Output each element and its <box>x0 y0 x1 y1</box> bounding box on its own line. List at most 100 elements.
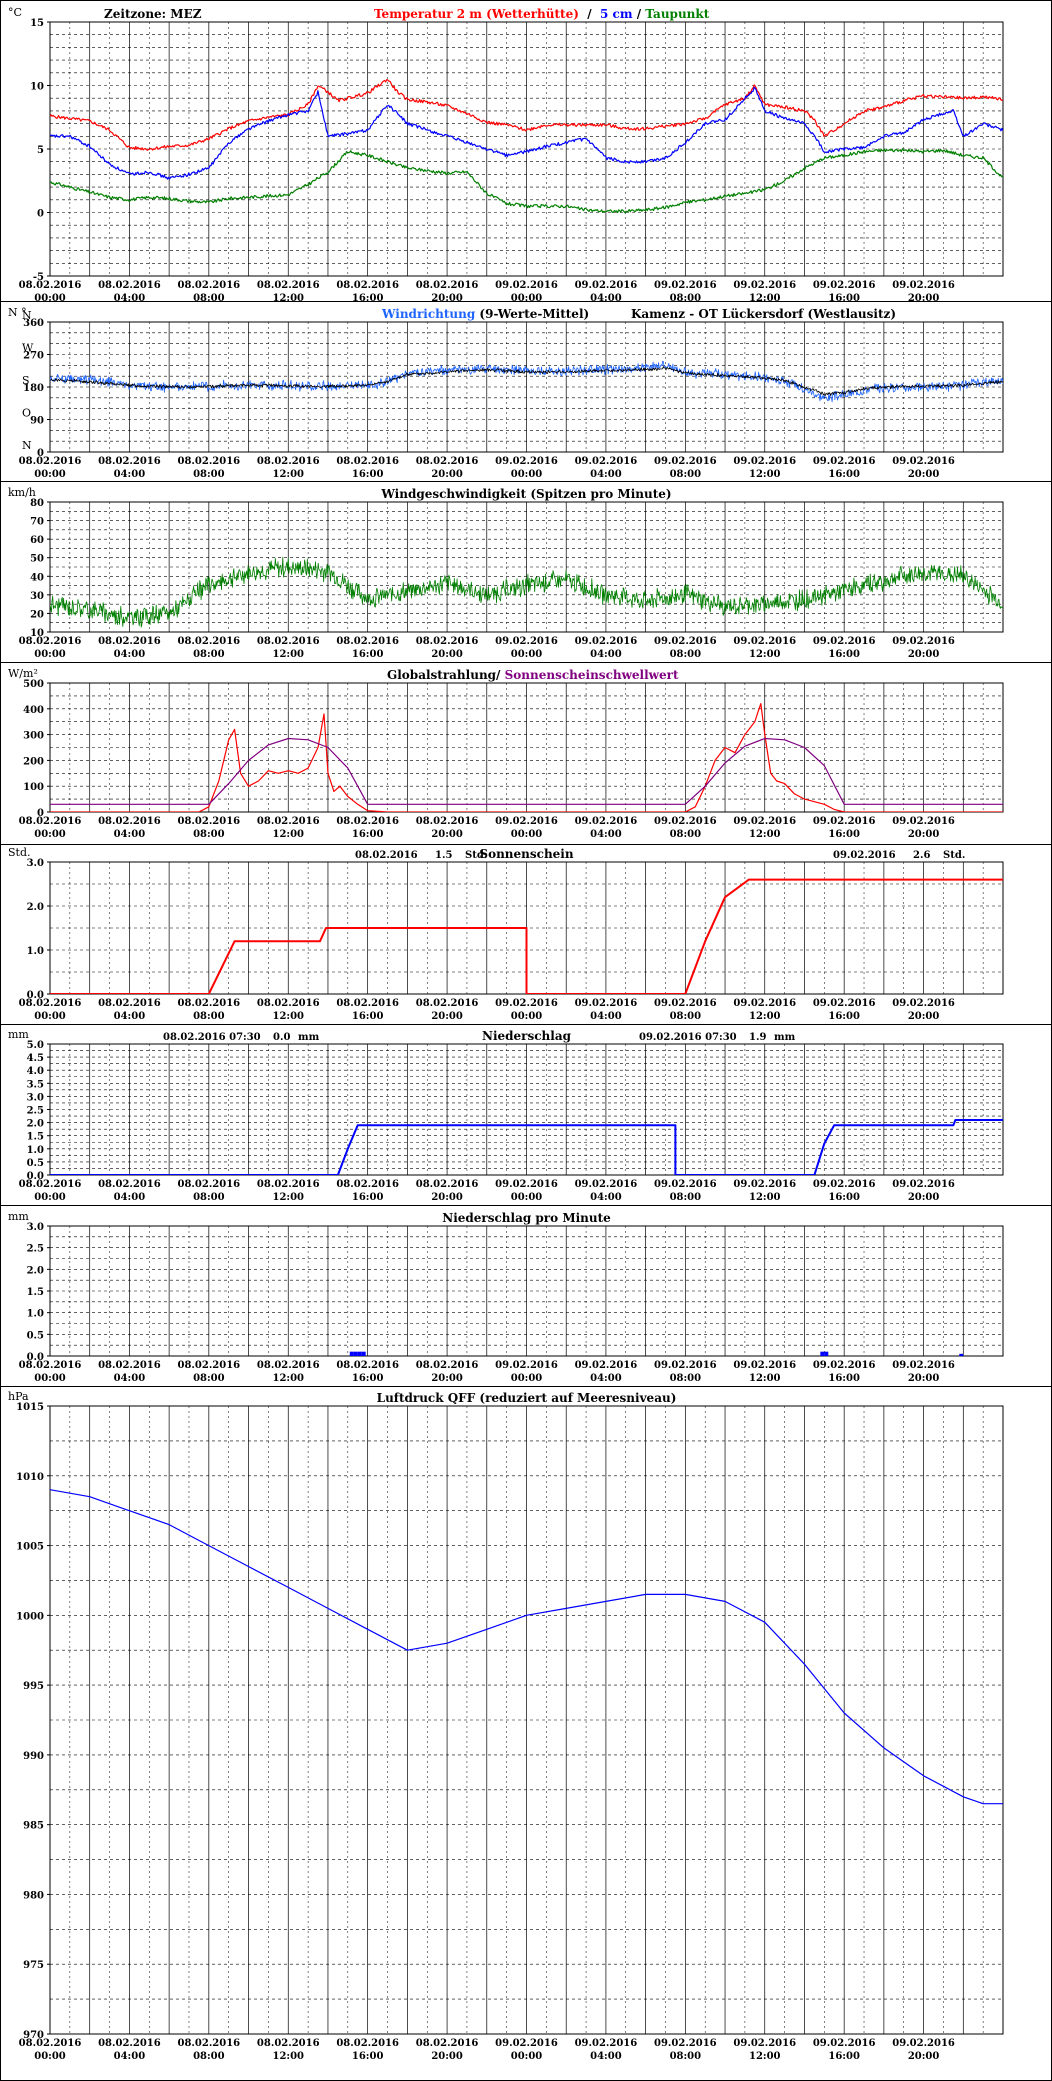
summary-unit: mm <box>298 1032 320 1043</box>
x-tick-time: 20:00 <box>908 1373 940 1384</box>
x-tick-date: 08.02.2016 <box>19 636 82 647</box>
unit-label: °C <box>8 6 22 19</box>
series-line-niederschlag <box>50 1119 1003 1175</box>
x-tick-time: 04:00 <box>590 1373 622 1384</box>
x-tick-time: 20:00 <box>431 1373 463 1384</box>
x-tick-time: 04:00 <box>114 2051 146 2062</box>
series-line-sonnenschein <box>50 878 1003 994</box>
x-tick-date: 08.02.2016 <box>416 636 479 647</box>
y-tick-label: 10 <box>30 628 44 639</box>
x-tick-date: 08.02.2016 <box>98 816 161 827</box>
series-line-luftdruck <box>50 1489 1003 1805</box>
series-line-5-cm <box>50 86 1003 180</box>
x-tick-date: 08.02.2016 <box>257 280 320 291</box>
summary-value: 0.0 <box>273 1032 290 1043</box>
x-tick-date: 08.02.2016 <box>19 1360 82 1371</box>
x-tick-time: 20:00 <box>908 293 940 304</box>
x-tick-time: 00:00 <box>511 1192 543 1203</box>
x-tick-date: 08.02.2016 <box>98 998 161 1009</box>
x-tick-time: 12:00 <box>272 1192 304 1203</box>
x-tick-time: 12:00 <box>272 469 304 480</box>
y-tick-label: 50 <box>30 554 44 565</box>
bar-mark <box>349 1351 354 1356</box>
x-tick-date: 09.02.2016 <box>495 456 558 467</box>
x-tick-date: 08.02.2016 <box>19 456 82 467</box>
x-tick-time: 16:00 <box>352 1011 384 1022</box>
x-tick-time: 04:00 <box>590 829 622 840</box>
series-line-9-werte-mittel <box>50 366 1003 397</box>
y-tick-label: 360 <box>23 318 44 329</box>
x-tick-date: 09.02.2016 <box>892 1179 955 1190</box>
x-tick-time: 12:00 <box>272 293 304 304</box>
series-group <box>50 360 1003 403</box>
plot-frame <box>49 1405 1004 2035</box>
x-tick-time: 08:00 <box>193 829 225 840</box>
summary-unit: mm <box>774 1032 796 1043</box>
x-tick-date: 08.02.2016 <box>336 998 399 1009</box>
x-tick-date: 08.02.2016 <box>257 1179 320 1190</box>
x-tick-date: 09.02.2016 <box>733 456 796 467</box>
series-line-globalstrahlung <box>50 702 1003 812</box>
x-tick-time: 08:00 <box>193 1373 225 1384</box>
y-tick-label: 5.0 <box>27 1040 44 1051</box>
x-tick-date: 09.02.2016 <box>495 816 558 827</box>
x-tick-date: 08.02.2016 <box>98 636 161 647</box>
x-tick-time: 20:00 <box>908 2051 940 2062</box>
x-tick-date: 09.02.2016 <box>733 2038 796 2049</box>
x-tick-time: 08:00 <box>193 1011 225 1022</box>
summary-date: 09.02.2016 <box>833 850 896 861</box>
x-tick-date: 08.02.2016 <box>336 456 399 467</box>
title-part: Temperatur 2 m (Wetterhütte) <box>374 7 579 21</box>
x-tick-date: 09.02.2016 <box>813 2038 876 2049</box>
x-tick-date: 09.02.2016 <box>575 280 638 291</box>
y-tick-label: 3.0 <box>27 858 44 869</box>
x-tick-date: 09.02.2016 <box>654 816 717 827</box>
x-tick-date: 09.02.2016 <box>813 456 876 467</box>
panel-title: Windrichtung (9-Werte-Mittel) Kamenz - O… <box>381 307 896 321</box>
x-tick-time: 12:00 <box>749 2051 781 2062</box>
x-tick-time: 00:00 <box>34 469 66 480</box>
series-group <box>50 1489 1003 1805</box>
x-tick-date: 08.02.2016 <box>178 998 241 1009</box>
x-tick-date: 08.02.2016 <box>178 816 241 827</box>
x-tick-time: 00:00 <box>511 293 543 304</box>
y-tick-label: 2.0 <box>27 1265 44 1276</box>
x-tick-date: 08.02.2016 <box>178 636 241 647</box>
series-group <box>50 878 1003 994</box>
y-tick-label: 1.5 <box>27 1132 44 1143</box>
compass-label: S <box>22 374 30 387</box>
compass-label: N <box>22 439 32 452</box>
unit-label: mm <box>8 1028 29 1041</box>
y-tick-label: 1015 <box>16 1402 44 1413</box>
x-tick-time: 00:00 <box>34 293 66 304</box>
y-tick-label: 970 <box>23 2030 44 2041</box>
x-tick-time: 00:00 <box>511 649 543 660</box>
grid <box>50 322 1003 452</box>
x-tick-time: 04:00 <box>114 1011 146 1022</box>
x-tick-date: 09.02.2016 <box>813 280 876 291</box>
x-tick-date: 09.02.2016 <box>892 636 955 647</box>
x-tick-time: 04:00 <box>590 649 622 660</box>
y-tick-label: 0.0 <box>27 1171 44 1182</box>
x-tick-time: 00:00 <box>511 829 543 840</box>
x-tick-time: 16:00 <box>828 829 860 840</box>
grid <box>50 683 1003 812</box>
x-tick-date: 08.02.2016 <box>416 1360 479 1371</box>
y-tick-label: 2.5 <box>27 1244 44 1255</box>
grid <box>50 1044 1003 1175</box>
title-part: (9-Werte-Mittel) <box>475 307 589 321</box>
x-tick-date: 09.02.2016 <box>575 1179 638 1190</box>
x-tick-time: 12:00 <box>749 649 781 660</box>
x-tick-date: 08.02.2016 <box>178 1179 241 1190</box>
x-tick-date: 09.02.2016 <box>733 280 796 291</box>
x-tick-time: 00:00 <box>34 1011 66 1022</box>
series-group <box>50 78 1003 214</box>
x-tick-time: 16:00 <box>828 2051 860 2062</box>
x-tick-time: 08:00 <box>193 293 225 304</box>
y-tick-label: 1.5 <box>27 1287 44 1298</box>
title-part: Windrichtung <box>381 307 476 321</box>
y-tick-label: 4.5 <box>27 1053 44 1064</box>
y-tick-label: 0.5 <box>27 1330 44 1341</box>
panel-precipmin: 0.0 0.5 1.0 1.5 2.0 2.5 3.0mm Niederschlag pro … <box>0 1205 1052 1384</box>
